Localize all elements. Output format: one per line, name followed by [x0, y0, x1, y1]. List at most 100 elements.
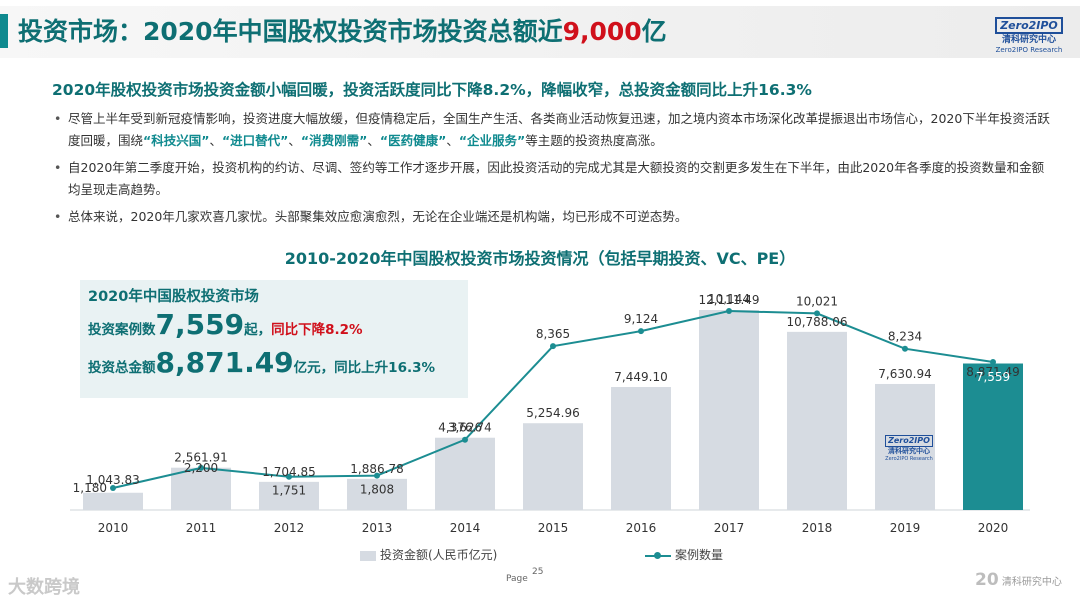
bar-label-2013: 1,886.78	[350, 462, 403, 476]
line-label-2016: 9,124	[624, 312, 658, 326]
legend-item-amount: 投资金额(人民币亿元)	[360, 546, 497, 563]
bar-2012	[259, 481, 319, 510]
line-label-2020: 7,559	[976, 370, 1010, 384]
sep: 、	[288, 133, 301, 148]
zero2ipo-logo: Zero2IPO 清科研究中心 Zero2IPO Research	[993, 14, 1065, 54]
chart-logo: Zero2IPO 清科研究中心 Zero2IPO Research	[884, 428, 934, 462]
sep: 、	[367, 133, 380, 148]
watermark-right-text: 清科研究中心	[1001, 577, 1062, 588]
chart-title: 2010-2020年中国股权投资市场投资情况（包括早期投资、VC、PE）	[284, 249, 796, 268]
chart-logo-cn: 清科研究中心	[888, 447, 930, 455]
kpi-amount-change: 同比上升16.3%	[334, 360, 436, 376]
cases-point-2018	[814, 310, 820, 317]
page-number: 25	[532, 567, 544, 577]
kpi-title: 2020年中国股权投资市场	[88, 289, 259, 305]
sep: 、	[209, 133, 222, 148]
watermark-right-num: 20	[975, 570, 999, 590]
kpi-amount-label: 投资总金额	[88, 360, 156, 376]
kpi-cases: 投资案例数7,559起，同比下降8.2%	[88, 308, 363, 341]
page-title-main: 投资市场：2020年中国股权投资市场投资总额近	[18, 17, 563, 46]
line-label-2017: 10,144	[708, 292, 750, 306]
theme-tech: “科技兴国”	[143, 133, 210, 148]
page-title-highlight: 9,000	[562, 17, 642, 46]
bar-label-2018: 10,788.06	[786, 315, 847, 329]
kpi-amount-value: 8,871.49	[155, 346, 294, 379]
cases-point-2012	[286, 473, 292, 480]
bar-label-2011: 2,561.91	[174, 451, 227, 465]
bullet-3: 总体来说，2020年几家欢喜几家忧。头部聚集效应愈演愈烈，无论在企业端还是机构端…	[54, 206, 1054, 228]
bar-label-2010: 1,043.83	[86, 473, 139, 487]
cases-point-2015	[550, 343, 556, 350]
cases-point-2017	[726, 308, 732, 314]
theme-health: “医药健康”	[379, 133, 447, 148]
x-tick-2015: 2015	[538, 521, 569, 535]
bar-label-2016: 7,449.10	[614, 370, 667, 384]
bullet-1-text: 尽管上半年受到新冠疫情影响，投资进度大幅放缓，但疫情稳定后，全国生产生活、各类商…	[68, 111, 1050, 148]
cases-point-2013	[374, 472, 380, 479]
line-label-2014: 3,626	[448, 421, 482, 435]
page-label: Page	[506, 574, 528, 584]
bar-2013	[347, 478, 407, 510]
legend-label-cases: 案例数量	[675, 548, 724, 562]
legend-line-swatch	[645, 551, 671, 561]
kpi-cases-value: 7,559	[155, 308, 245, 341]
cases-point-2014	[462, 436, 468, 443]
bar-2010	[83, 492, 143, 510]
kpi-cases-label: 投资案例数	[88, 322, 156, 338]
bar-2014	[435, 437, 495, 510]
kpi-amount-unit: 亿元，	[293, 360, 335, 376]
logo-mark: Zero2IPO	[995, 17, 1063, 34]
x-tick-2020: 2020	[978, 521, 1009, 535]
cases-point-2019	[902, 345, 908, 352]
bar-label-2014: 4,376.74	[438, 421, 491, 435]
theme-enterprise: “企业服务”	[458, 133, 526, 148]
x-tick-2013: 2013	[362, 521, 393, 535]
legend-label-amount: 投资金额(人民币亿元)	[380, 548, 498, 562]
subtitle: 2020年股权投资市场投资金额小幅回暖，投资活跃度同比下降8.2%，降幅收窄，总…	[52, 81, 812, 99]
theme-import: “进口替代”	[221, 133, 289, 148]
cases-point-2020	[990, 359, 996, 366]
line-label-2015: 8,365	[536, 327, 570, 341]
x-tick-2018: 2018	[802, 521, 833, 535]
x-tick-2012: 2012	[274, 521, 305, 535]
bar-2020	[963, 363, 1023, 510]
kpi-cases-change: 同比下降8.2%	[271, 322, 363, 338]
line-label-2013: 1,808	[360, 483, 394, 497]
theme-consumer: “消费刚需”	[300, 133, 368, 148]
cases-point-2010	[110, 485, 116, 491]
bullet-1: 尽管上半年受到新冠疫情影响，投资进度大幅放缓，但疫情稳定后，全国生产生活、各类商…	[54, 108, 1054, 152]
line-label-2010: 1,180	[73, 481, 107, 495]
cases-point-2016	[638, 328, 644, 335]
line-label-2018: 10,021	[796, 294, 838, 308]
watermark-left: 大数跨境	[8, 577, 80, 598]
bar-label-2017: 12,111.49	[698, 293, 759, 307]
bar-2015	[523, 423, 583, 510]
logo-en: Zero2IPO Research	[995, 46, 1063, 54]
page-title-tail: 亿	[641, 17, 667, 46]
page-title: 投资市场：2020年中国股权投资市场投资总额近9,000亿	[18, 12, 667, 48]
legend-item-cases: 案例数量	[645, 546, 723, 563]
legend-bar-swatch	[360, 550, 376, 561]
bar-label-2015: 5,254.96	[526, 406, 579, 420]
kpi-cases-unit: 起，	[244, 322, 272, 338]
bar-2016	[611, 386, 671, 510]
bar-2018	[787, 331, 847, 510]
line-label-2019: 8,234	[888, 330, 922, 344]
line-label-2012: 1,751	[272, 484, 306, 498]
chart-logo-mark: Zero2IPO	[885, 435, 933, 447]
bullet-list: 尽管上半年受到新冠疫情影响，投资进度大幅放缓，但疫情稳定后，全国生产生活、各类商…	[54, 108, 1054, 233]
x-tick-2019: 2019	[890, 521, 921, 535]
sep: 、	[446, 133, 459, 148]
line-label-2011: 2,200	[184, 461, 218, 475]
x-tick-2010: 2010	[98, 521, 129, 535]
watermark-right: 20 清科研究中心	[975, 570, 1062, 590]
bar-2017	[699, 310, 759, 510]
bar-2011	[171, 467, 231, 510]
x-tick-2011: 2011	[186, 521, 217, 535]
title-bar	[0, 6, 1080, 58]
x-tick-2014: 2014	[450, 521, 481, 535]
kpi-box: 2020年中国股权投资市场 投资案例数7,559起，同比下降8.2% 投资总金额…	[80, 280, 468, 398]
x-tick-2017: 2017	[714, 521, 745, 535]
kpi-amount: 投资总金额8,871.49亿元，同比上升16.3%	[88, 346, 435, 379]
cases-point-2011	[198, 464, 204, 471]
